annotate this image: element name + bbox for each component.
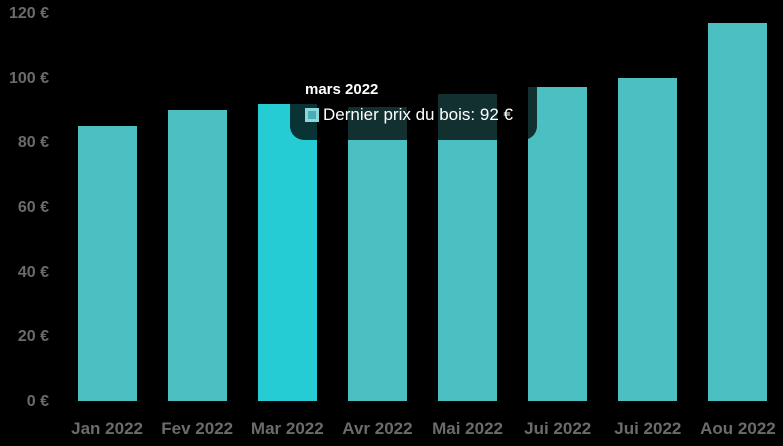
tooltip-value: 92 € <box>479 105 513 124</box>
plot-area <box>62 13 783 401</box>
bar-slot <box>62 13 152 401</box>
chart-bar-fev-2022-1[interactable] <box>167 110 227 401</box>
y-tick-label: 20 € <box>17 328 49 346</box>
bar-slot <box>693 13 783 401</box>
chart-bar-jui-2022-5[interactable] <box>528 87 588 401</box>
chart-bar-jan-2022-0[interactable] <box>77 126 137 401</box>
series-color-square-icon <box>305 108 319 122</box>
x-tick-label-0: Jan 2022 <box>71 419 143 438</box>
x-axis: Jan 2022 Fev 2022 Mar 2022 Avr 2022 Mai 2022… <box>62 419 783 439</box>
tooltip-series-label: Dernier prix du bois <box>323 105 471 124</box>
x-tick-label-5: Jui 2022 <box>524 419 592 438</box>
y-tick-label: 40 € <box>17 263 49 281</box>
tooltip-row: Dernier prix du bois: 92 € <box>305 105 537 125</box>
y-tick-label: 120 € <box>8 5 49 22</box>
x-tick-label-6: Jui 2022 <box>614 419 682 438</box>
x-tick-label-7: Aou 2022 <box>700 419 776 438</box>
x-tick-label-3: Avr 2022 <box>342 419 413 438</box>
y-tick-label: 100 € <box>8 69 49 87</box>
bar-slot <box>423 13 513 401</box>
y-tick-label: 0 € <box>26 393 49 410</box>
x-tick-label-4: Mai 2022 <box>432 419 503 438</box>
x-tick-label-2: Mar 2022 <box>250 419 324 438</box>
y-tick-label: 80 € <box>17 134 49 152</box>
chart-bar-avr-2022-3[interactable] <box>347 106 407 401</box>
tooltip-separator: : <box>470 105 480 124</box>
chart-bar-aou-2022-7[interactable] <box>708 22 768 401</box>
tooltip: mars 2022 Dernier prix du bois: 92 € <box>290 72 537 140</box>
chart-bar-mai-2022-4[interactable] <box>438 93 498 401</box>
x-tick-label-1: Fev 2022 <box>161 419 234 438</box>
bar-slot <box>332 13 422 401</box>
bar-slot <box>242 13 332 401</box>
y-tick-label: 60 € <box>17 199 49 216</box>
chart-bar-jui-2022-6[interactable] <box>618 77 678 401</box>
chart-bar-mar-2022-2[interactable] <box>257 103 317 401</box>
bar-slot <box>603 13 693 401</box>
bar-slot <box>513 13 603 401</box>
y-axis: 0 € 20 € 40 € 60 € 80 € 100 € 120 € <box>0 0 50 446</box>
tooltip-title: mars 2022 <box>305 81 379 98</box>
tooltip-text: Dernier prix du bois: 92 € <box>323 105 513 125</box>
bar-slot <box>152 13 242 401</box>
